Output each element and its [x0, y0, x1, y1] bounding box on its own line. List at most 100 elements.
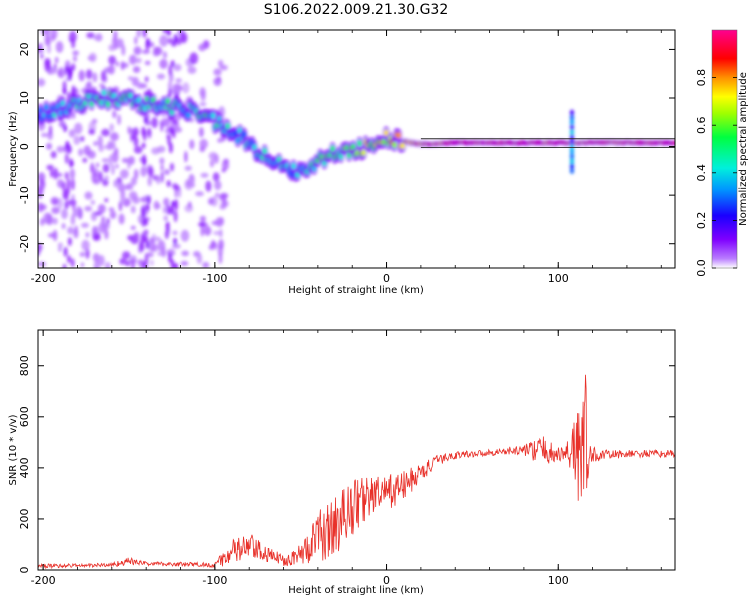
y-tick-label: 0 [18, 143, 31, 150]
noise-blob [170, 60, 175, 68]
noise-blob [209, 159, 215, 168]
noise-blob [184, 150, 188, 163]
y-tick-label: -10 [18, 186, 31, 204]
noise-blob [166, 204, 171, 215]
noise-blob [56, 145, 64, 153]
noise-blob [44, 34, 52, 47]
noise-blob [144, 229, 149, 236]
noise-blob [61, 223, 66, 230]
spike-blob [569, 143, 574, 150]
noise-blob [88, 128, 96, 135]
noise-blob [118, 213, 125, 225]
noise-blob [97, 171, 103, 179]
noise-blob [148, 241, 156, 253]
noise-blob [38, 172, 46, 182]
noise-blob [73, 229, 79, 239]
spike-blob [569, 124, 574, 131]
noise-blob [134, 36, 138, 45]
ridge-core [44, 104, 49, 111]
noise-blob [141, 206, 146, 219]
ridge-core [101, 89, 107, 96]
noise-blob [130, 261, 136, 268]
noise-blob [128, 54, 137, 65]
x-tick-label: 100 [548, 272, 569, 285]
noise-blob [46, 30, 50, 35]
spectrogram-y-axis-label: Frequency (Hz) [8, 111, 19, 187]
noise-blob [117, 114, 121, 126]
noise-blob [133, 46, 142, 56]
noise-blob [119, 196, 126, 203]
noise-blob [92, 252, 100, 262]
noise-blob [119, 258, 127, 265]
noise-blob [46, 164, 54, 171]
noise-blob [92, 72, 98, 83]
noise-blob [66, 255, 71, 263]
noise-blob [217, 138, 223, 143]
noise-blob [102, 163, 110, 173]
x-tick-label: -200 [31, 272, 56, 285]
spectrogram-image [38, 30, 675, 268]
noise-blob [97, 204, 106, 214]
ridge-core [384, 129, 389, 136]
noise-blob [91, 118, 98, 124]
noise-blob [101, 158, 110, 163]
noise-blob [61, 208, 68, 220]
noise-blob [133, 136, 139, 147]
snr-y-axis-label: SNR (10 * v/v) [8, 414, 19, 485]
noise-blob [141, 260, 146, 268]
noise-blob [167, 37, 172, 44]
noise-blob [187, 201, 192, 208]
spike-blob [569, 114, 574, 121]
noise-blob [169, 162, 175, 172]
noise-blob [198, 43, 206, 52]
noise-blob [132, 127, 139, 137]
y-tick-label: 20 [18, 42, 31, 56]
noise-blob [129, 185, 133, 190]
noise-blob [121, 44, 126, 56]
ridge-core [291, 163, 296, 170]
noise-blob [187, 66, 197, 74]
noise-blob [40, 132, 49, 137]
noise-blob [50, 30, 58, 40]
noise-blob [165, 221, 170, 232]
noise-blob [109, 123, 114, 132]
colorbar-label: Normalized spectral amplitude [738, 72, 749, 226]
noise-blob [198, 222, 206, 227]
spike-blob [569, 158, 574, 165]
noise-blob [112, 110, 117, 119]
noise-blob [171, 243, 181, 249]
noise-blob [219, 204, 226, 210]
noise-blob [106, 218, 110, 225]
noise-blob [167, 80, 173, 92]
noise-blob [62, 86, 67, 95]
spike-blob [569, 167, 574, 174]
noise-blob [117, 182, 126, 192]
snr-series-line [38, 374, 675, 570]
noise-blob [184, 165, 192, 171]
noise-blob [38, 261, 47, 267]
noise-blob [144, 235, 149, 243]
ridge-core [357, 140, 362, 147]
noise-blob [147, 127, 152, 137]
noise-blob [130, 205, 136, 214]
x-tick-label: -100 [202, 574, 227, 587]
colorbar-ticks: 0.0 0.2 0.4 0.6 0.8 [695, 69, 737, 277]
ridge-core [262, 148, 267, 155]
noise-blob [121, 251, 131, 260]
noise-blob [113, 30, 118, 40]
noise-blob [156, 73, 166, 80]
noise-blob [142, 154, 147, 166]
snr-x-axis-label: Height of straight line (km) [288, 585, 424, 596]
noise-blob [159, 58, 168, 70]
colorbar-tick-label: 0.8 [695, 69, 708, 87]
noise-blob [118, 200, 123, 212]
noise-blob [66, 178, 71, 190]
noise-blob [119, 169, 129, 179]
noise-blob [159, 34, 169, 47]
ridge-core [105, 101, 111, 108]
noise-blob [67, 237, 72, 246]
noise-blob [97, 135, 103, 148]
noise-blob [70, 178, 75, 191]
